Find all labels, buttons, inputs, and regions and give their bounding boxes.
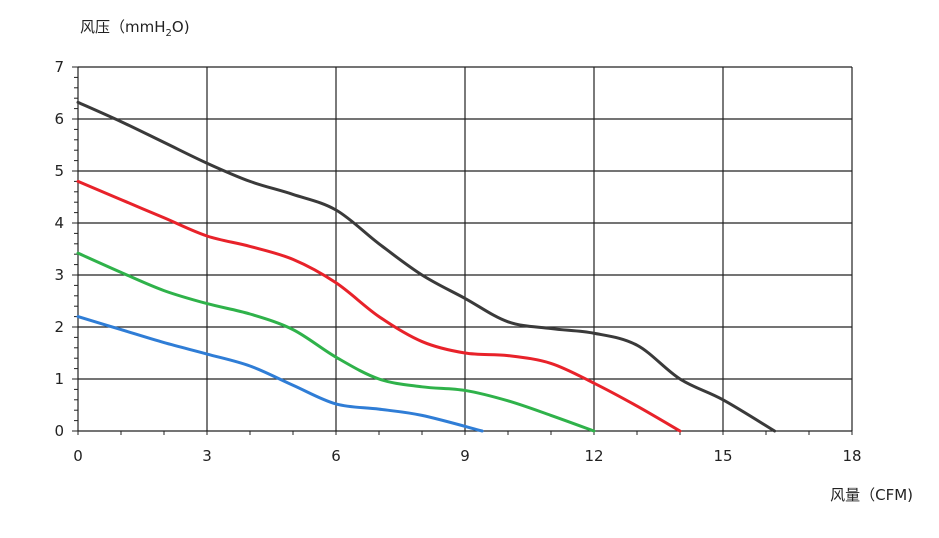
y-axis-title-prefix: 风压（mmH <box>80 18 166 36</box>
x-tick-label-4: 12 <box>584 447 603 465</box>
y-tick-label-1: 1 <box>54 370 64 388</box>
y-tick-label-7: 7 <box>54 58 64 76</box>
x-tick-label-6: 18 <box>842 447 861 465</box>
grid <box>77 66 853 432</box>
x-tick-label-0: 0 <box>73 447 83 465</box>
y-minor-ticks <box>72 66 853 435</box>
series-line-3 <box>76 251 596 433</box>
series-line-4 <box>76 315 484 433</box>
series-line-1 <box>76 100 777 433</box>
x-tick-label-3: 9 <box>460 447 470 465</box>
series-line-2 <box>76 179 682 433</box>
y-axis-title: 风压（mmH2O) <box>80 18 190 39</box>
y-tick-label-3: 3 <box>54 266 64 284</box>
y-tick-labels: 0 1 2 3 4 5 6 7 <box>54 58 64 440</box>
series-lines <box>76 100 777 433</box>
x-axis-title: 风量（CFM) <box>830 486 913 504</box>
y-axis-title-subscript: 2 <box>166 28 172 39</box>
y-tick-label-2: 2 <box>54 318 64 336</box>
x-tick-label-2: 6 <box>331 447 341 465</box>
x-tick-label-1: 3 <box>202 447 212 465</box>
y-tick-label-0: 0 <box>54 422 64 440</box>
y-tick-label-4: 4 <box>54 214 64 232</box>
y-tick-label-5: 5 <box>54 162 64 180</box>
y-tick-label-6: 6 <box>54 110 64 128</box>
x-tick-labels: 0 3 6 9 12 15 18 <box>73 447 861 465</box>
y-axis-title-suffix: O) <box>172 18 190 36</box>
x-tick-label-5: 15 <box>713 447 732 465</box>
